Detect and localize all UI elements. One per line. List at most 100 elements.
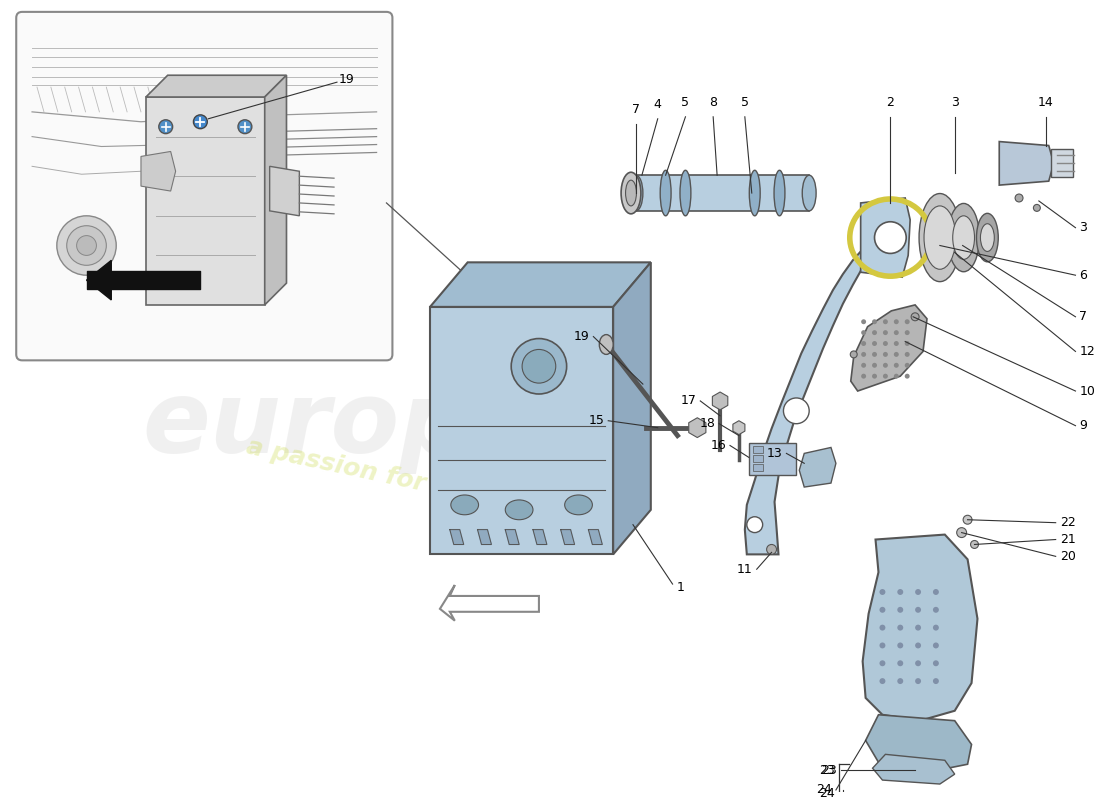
Circle shape	[783, 398, 810, 424]
Polygon shape	[689, 418, 706, 438]
Circle shape	[957, 528, 967, 538]
Circle shape	[904, 374, 910, 378]
Polygon shape	[860, 198, 910, 277]
Circle shape	[898, 642, 903, 649]
Ellipse shape	[621, 172, 641, 214]
Circle shape	[194, 115, 207, 129]
Circle shape	[894, 363, 899, 368]
Polygon shape	[146, 75, 286, 97]
Circle shape	[964, 515, 972, 524]
Circle shape	[872, 363, 877, 368]
Polygon shape	[588, 530, 603, 545]
Polygon shape	[862, 534, 978, 721]
Polygon shape	[872, 754, 955, 784]
Bar	[752, 455, 762, 462]
Text: 12: 12	[1079, 345, 1096, 358]
Polygon shape	[866, 714, 971, 770]
Circle shape	[872, 352, 877, 357]
Circle shape	[158, 120, 173, 134]
Circle shape	[915, 607, 921, 613]
Polygon shape	[850, 305, 927, 391]
Circle shape	[872, 341, 877, 346]
Polygon shape	[430, 262, 651, 307]
Circle shape	[894, 330, 899, 335]
Ellipse shape	[564, 495, 593, 514]
Ellipse shape	[600, 334, 613, 354]
Text: 4: 4	[653, 98, 662, 111]
Circle shape	[933, 589, 939, 595]
Text: 5: 5	[681, 96, 690, 109]
Polygon shape	[613, 262, 651, 554]
Circle shape	[861, 319, 866, 324]
Polygon shape	[999, 142, 1054, 185]
Ellipse shape	[920, 194, 960, 282]
Ellipse shape	[977, 214, 999, 262]
Circle shape	[861, 363, 866, 368]
Text: 20: 20	[1059, 550, 1076, 563]
Circle shape	[915, 589, 921, 595]
Circle shape	[874, 222, 906, 254]
Circle shape	[767, 545, 777, 554]
Text: 1: 1	[676, 581, 684, 594]
Ellipse shape	[774, 170, 785, 216]
Bar	[752, 464, 762, 471]
Circle shape	[861, 374, 866, 378]
Circle shape	[883, 319, 888, 324]
Polygon shape	[440, 585, 539, 621]
Circle shape	[67, 226, 107, 266]
Circle shape	[872, 319, 877, 324]
Text: 9: 9	[1079, 419, 1087, 432]
Circle shape	[861, 330, 866, 335]
Ellipse shape	[980, 224, 994, 251]
Polygon shape	[141, 151, 176, 191]
Circle shape	[883, 374, 888, 378]
Ellipse shape	[953, 216, 975, 259]
Text: 11: 11	[737, 562, 752, 576]
Circle shape	[933, 642, 939, 649]
Polygon shape	[270, 166, 299, 216]
Circle shape	[904, 330, 910, 335]
Text: a passion for parts since...: a passion for parts since...	[244, 434, 616, 536]
Bar	[749, 443, 796, 475]
Text: 10: 10	[1079, 385, 1096, 398]
Circle shape	[911, 313, 920, 321]
Circle shape	[77, 236, 97, 255]
Circle shape	[522, 350, 556, 383]
Text: 24: 24	[816, 783, 832, 797]
Circle shape	[933, 660, 939, 666]
Ellipse shape	[802, 175, 816, 211]
Text: 19: 19	[574, 330, 590, 343]
Circle shape	[512, 338, 566, 394]
Circle shape	[904, 319, 910, 324]
Circle shape	[880, 660, 886, 666]
Circle shape	[238, 120, 252, 134]
Bar	[146, 97, 265, 305]
Circle shape	[861, 341, 866, 346]
Circle shape	[915, 678, 921, 684]
Text: 23: 23	[822, 764, 837, 777]
Text: 8: 8	[710, 96, 717, 109]
Bar	[430, 307, 613, 554]
Circle shape	[57, 216, 117, 275]
Circle shape	[850, 351, 857, 358]
Circle shape	[915, 660, 921, 666]
Bar	[1050, 150, 1072, 178]
Polygon shape	[561, 530, 574, 545]
Text: 3: 3	[1079, 221, 1087, 234]
Ellipse shape	[924, 206, 956, 270]
Text: 19: 19	[339, 73, 354, 86]
Circle shape	[898, 607, 903, 613]
Ellipse shape	[451, 495, 478, 514]
Circle shape	[883, 330, 888, 335]
Circle shape	[898, 678, 903, 684]
Text: 5: 5	[740, 96, 749, 109]
Circle shape	[898, 660, 903, 666]
Text: 17: 17	[681, 394, 696, 407]
Circle shape	[883, 352, 888, 357]
Circle shape	[933, 607, 939, 613]
Circle shape	[747, 517, 762, 533]
Ellipse shape	[505, 500, 534, 520]
Ellipse shape	[680, 170, 691, 216]
Circle shape	[904, 352, 910, 357]
Polygon shape	[534, 530, 547, 545]
